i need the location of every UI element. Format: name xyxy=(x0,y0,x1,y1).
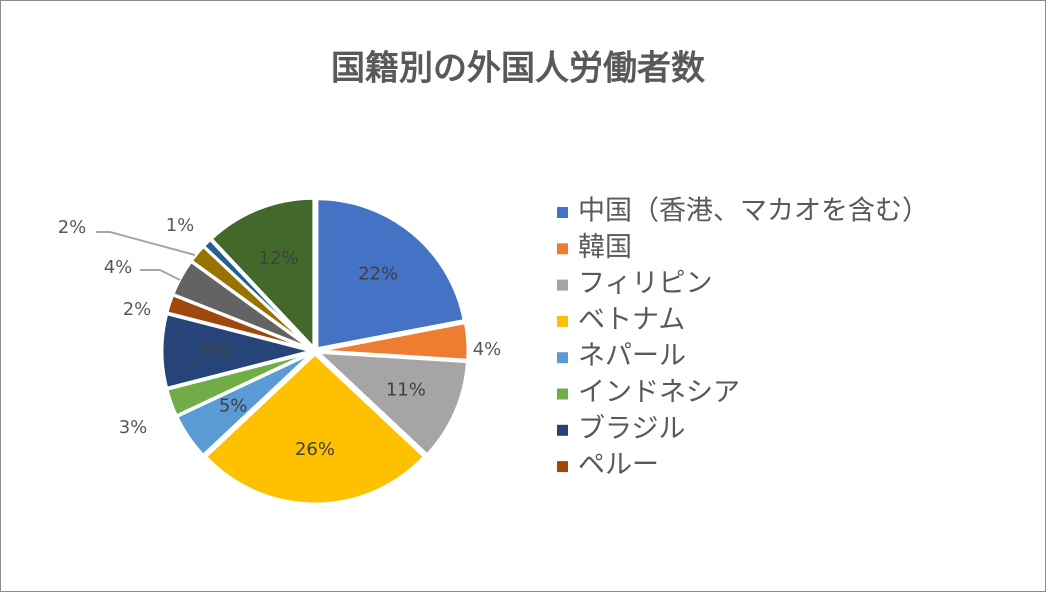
legend-label: ペルー xyxy=(578,450,659,481)
legend-swatch xyxy=(557,461,568,473)
pie-slice xyxy=(203,351,427,506)
legend-label: 韓国 xyxy=(578,232,632,263)
leader-line xyxy=(96,231,196,256)
leader-line xyxy=(140,269,181,281)
data-label: 26% xyxy=(295,439,335,460)
legend-swatch xyxy=(557,243,568,255)
legend-label: 中国（香港、マカオを含む） xyxy=(578,196,929,227)
data-label: 22% xyxy=(358,264,398,285)
legend-label: ブラジル xyxy=(578,413,685,444)
data-label: 2% xyxy=(58,217,87,238)
legend-swatch xyxy=(557,279,568,291)
legend-label: ネパール xyxy=(578,341,686,372)
legend-label: ベトナム xyxy=(578,304,685,335)
legend-swatch xyxy=(557,388,568,400)
data-label: 8% xyxy=(202,340,231,361)
pie-slice xyxy=(313,350,470,457)
legend-swatch xyxy=(557,424,568,436)
legend-swatch xyxy=(557,207,568,218)
pie-slice xyxy=(315,197,467,351)
legend-swatch xyxy=(557,315,568,327)
data-label: 5% xyxy=(219,396,248,417)
legend-label: インドネシア xyxy=(578,377,740,408)
data-label: 4% xyxy=(104,257,133,278)
data-label: 11% xyxy=(386,379,426,400)
legend-label: フィリピン xyxy=(578,268,712,299)
data-label: 12% xyxy=(259,248,299,269)
data-label: 4% xyxy=(473,339,502,360)
data-label: 2% xyxy=(123,299,152,320)
legend-swatch xyxy=(557,352,568,364)
pie-slice xyxy=(209,196,316,352)
data-label: 3% xyxy=(119,417,148,438)
chart-title: 国籍別の外国人労働者数 xyxy=(331,49,705,89)
data-label: 1% xyxy=(166,215,195,236)
